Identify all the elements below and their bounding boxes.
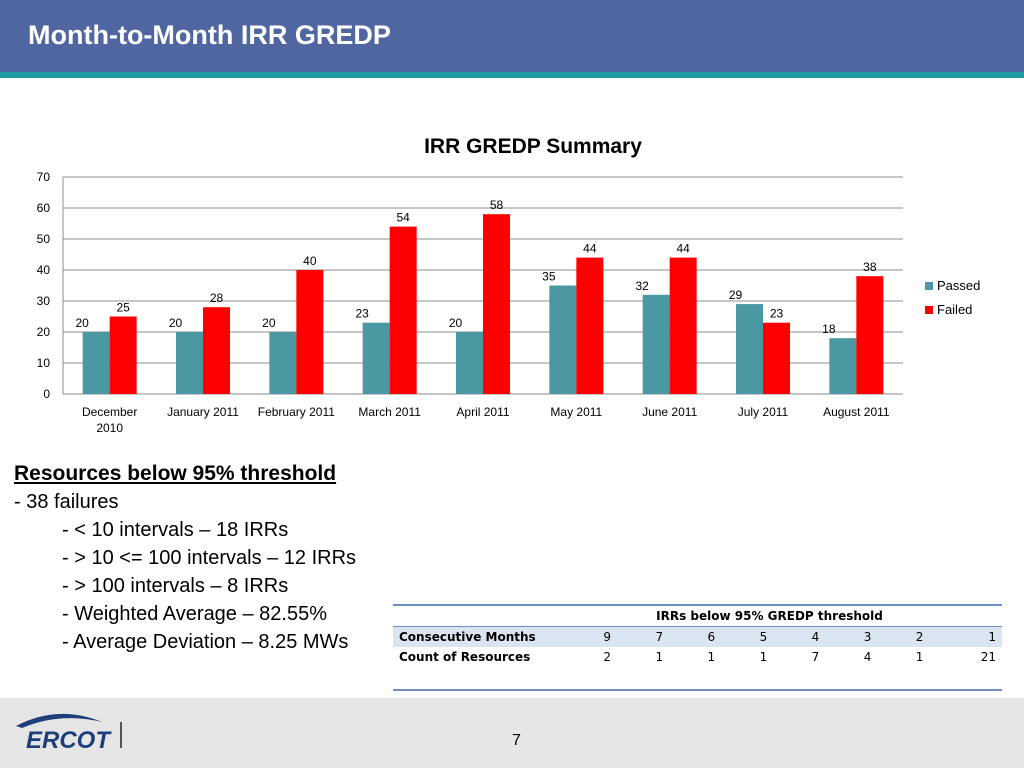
page-title: Month-to-Month IRR GREDP [28, 20, 391, 50]
x-tick-label: April 2011 [456, 405, 509, 419]
footer-bar [0, 698, 1024, 768]
table-cell: 7 [811, 650, 820, 664]
legend-swatch-passed [925, 282, 933, 290]
x-tick-label: March 2011 [358, 405, 421, 419]
data-label: 44 [583, 242, 597, 256]
table-cell: 1 [655, 650, 664, 664]
bar-passed [549, 285, 577, 394]
table-cell: 5 [721, 626, 774, 647]
resources-item: - > 100 intervals – 8 IRRs [62, 575, 289, 597]
table-row: Consecutive Months 9 7 6 5 4 3 2 1 [393, 626, 1002, 647]
data-label: 20 [169, 316, 183, 330]
irr-gredp-summary-chart: IRR GREDP Summary 0 10 20 30 40 50 60 70 20 25 Dece… [37, 135, 981, 435]
data-label: 25 [116, 301, 130, 315]
data-label: 20 [449, 316, 463, 330]
table-cell: 7 [617, 626, 670, 647]
table-cell: 2 [877, 626, 930, 647]
table-caption: IRRs below 95% GREDP threshold [656, 609, 883, 623]
table-cell: 6 [669, 626, 722, 647]
bar-passed [176, 332, 203, 394]
data-label: 29 [729, 288, 743, 302]
legend-label: Failed [937, 302, 972, 317]
table-cell: 1 [759, 650, 768, 664]
chart-title: IRR GREDP Summary [424, 135, 642, 158]
data-label: 40 [303, 254, 317, 268]
table-cell: 4 [773, 626, 826, 647]
data-label: 28 [210, 291, 224, 305]
table-cell: 1 [929, 626, 1002, 647]
y-tick-label: 60 [37, 201, 51, 215]
data-label: 23 [770, 307, 784, 321]
bar-failed [763, 322, 790, 394]
data-label: 20 [75, 316, 89, 330]
y-tick-label: 20 [37, 325, 51, 339]
y-tick-label: 40 [37, 263, 51, 277]
resources-item: - > 10 <= 100 intervals – 12 IRRs [62, 547, 357, 569]
table-cell: 2 [603, 650, 612, 664]
resources-heading: Resources below 95% threshold [14, 462, 337, 485]
y-tick-label: 10 [37, 356, 51, 370]
bar-passed [362, 322, 390, 394]
data-label: 35 [542, 270, 556, 284]
bar-failed [389, 226, 417, 394]
table-cell: 1 [707, 650, 716, 664]
table-cell: 1 [915, 650, 924, 664]
data-label: 32 [635, 279, 649, 293]
row-label: Consecutive Months [393, 626, 565, 647]
x-tick-label: June 2011 [642, 405, 697, 419]
legend-swatch-failed [925, 306, 933, 314]
bar-failed [669, 257, 697, 394]
bar-failed [576, 257, 604, 394]
bar-passed [82, 332, 110, 394]
resources-item: - < 10 intervals – 18 IRRs [62, 519, 289, 541]
x-tick-label: February 2011 [258, 405, 335, 419]
bar-failed [296, 270, 324, 394]
resources-item: - Weighted Average – 82.55% [62, 603, 327, 625]
data-label: 20 [262, 316, 276, 330]
title-underline-stripe [0, 72, 1024, 78]
table-cell: 9 [565, 626, 618, 647]
data-label: 38 [863, 260, 877, 274]
table-row: Count of Resources 2 1 1 1 7 4 1 21 [393, 647, 1002, 667]
y-tick-label: 0 [43, 387, 50, 401]
bar-failed [203, 307, 230, 394]
bar-passed [736, 304, 763, 394]
x-tick-label: July 2011 [738, 405, 789, 419]
data-label: 58 [490, 198, 504, 212]
row-label: Count of Resources [399, 650, 531, 664]
y-tick-label: 70 [37, 170, 51, 184]
x-tick-label: January 2011 [167, 405, 239, 419]
footer-separator [120, 722, 122, 748]
title-bar: Month-to-Month IRR GREDP [0, 0, 1024, 72]
table-cell: 21 [980, 650, 996, 664]
data-label: 54 [396, 211, 410, 225]
bar-failed [856, 276, 884, 394]
data-label: 23 [355, 307, 369, 321]
bar-passed [456, 332, 483, 394]
bar-passed [829, 338, 857, 394]
logo-text: ERCOT [26, 727, 112, 754]
ercot-logo: ERCOT [16, 713, 112, 754]
page-number: 7 [512, 732, 521, 749]
y-tick-label: 50 [37, 232, 51, 246]
x-tick-label: December [82, 405, 137, 419]
x-tick-label: 2010 [96, 421, 123, 435]
y-tick-label: 30 [37, 294, 51, 308]
legend-label: Passed [937, 278, 980, 293]
x-tick-label: August 2011 [823, 405, 890, 419]
resources-item: - Average Deviation – 8.25 MWs [62, 631, 349, 653]
bar-failed [109, 316, 137, 394]
bar-failed [483, 214, 510, 394]
data-label: 18 [822, 322, 836, 336]
logo-swoosh [16, 713, 102, 728]
resources-summary: Resources below 95% threshold - 38 failu… [14, 460, 356, 656]
bar-passed [269, 332, 297, 394]
bar-passed [642, 294, 670, 394]
data-label: 44 [676, 242, 690, 256]
table-cell: 4 [863, 650, 872, 664]
failures-line: - 38 failures [14, 491, 119, 513]
table-cell: 3 [825, 626, 878, 647]
irr-threshold-table: IRRs below 95% GREDP threshold Consecuti… [393, 604, 1002, 691]
x-tick-label: May 2011 [550, 405, 602, 419]
